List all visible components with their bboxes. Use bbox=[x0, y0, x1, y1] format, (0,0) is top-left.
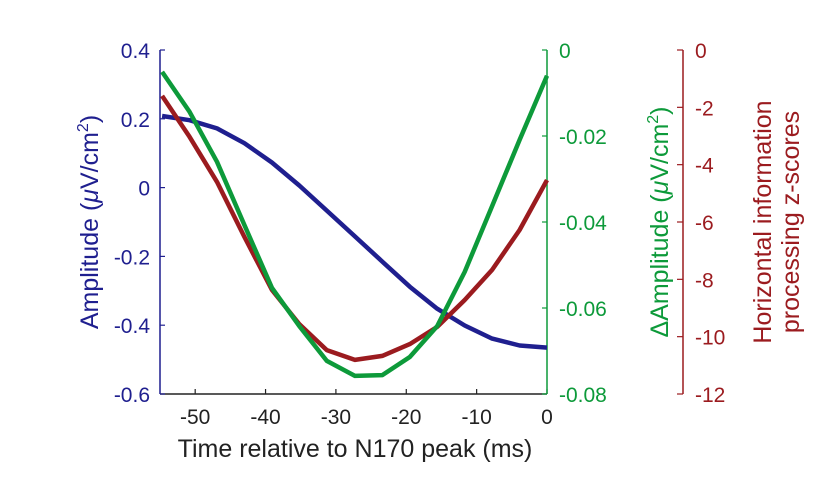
right2-tick-label: 0 bbox=[695, 40, 707, 63]
right1-axis-label-suffix: ) bbox=[646, 106, 674, 114]
right1-axis-label-prefix: ΔAmplitude ( bbox=[646, 194, 674, 338]
x-tick-label: -40 bbox=[250, 406, 280, 429]
right1-tick-label: -0.06 bbox=[559, 298, 607, 321]
right2-tick-label: -2 bbox=[695, 97, 714, 120]
x-axis-label: Time relative to N170 peak (ms) bbox=[178, 435, 533, 463]
left-axis-label-prefix: Amplitude ( bbox=[76, 202, 104, 329]
delta-amplitude-line bbox=[160, 70, 550, 379]
left-axis-label: Amplitude (μV/cm2) bbox=[75, 115, 104, 329]
left-tick-label: 0.2 bbox=[121, 109, 150, 132]
x-tick-label: -10 bbox=[461, 406, 491, 429]
right2-tick-label: -12 bbox=[695, 384, 725, 407]
right1-tick-label: 0 bbox=[559, 40, 571, 63]
right1-tick-label: -0.02 bbox=[559, 126, 607, 149]
right2-tick-label: -10 bbox=[695, 327, 725, 350]
right2-axis-label-line1: Horizontal information bbox=[749, 100, 777, 343]
x-tick-label: -30 bbox=[321, 406, 351, 429]
left-axis-label-sup: 2 bbox=[75, 123, 92, 132]
right2-tick-label: -8 bbox=[695, 269, 714, 292]
right1-axis-label-mu: μ bbox=[646, 180, 674, 195]
right1-axis-label-sup: 2 bbox=[645, 115, 662, 124]
left-axis-label-suffix: ) bbox=[76, 115, 104, 123]
z-score-line bbox=[160, 94, 549, 363]
right1-tick-label: -0.04 bbox=[559, 212, 607, 235]
right1-axis-label: ΔAmplitude (μV/cm2) bbox=[645, 106, 674, 337]
left-tick-label: 0 bbox=[138, 178, 150, 201]
x-tick-label: 0 bbox=[541, 406, 553, 429]
right1-axis-label-unit: V/cm bbox=[646, 124, 674, 181]
left-tick-label: 0.4 bbox=[121, 40, 151, 63]
right2-tick-label: -4 bbox=[695, 155, 714, 178]
amplitude-line bbox=[161, 113, 548, 350]
left-tick-label: -0.4 bbox=[114, 315, 151, 338]
left-tick-label: -0.2 bbox=[114, 246, 150, 269]
x-tick-label: -50 bbox=[180, 406, 210, 429]
right2-tick-label: -6 bbox=[695, 212, 714, 235]
x-tick-label: -20 bbox=[391, 406, 421, 429]
left-axis-label-unit: V/cm bbox=[76, 132, 104, 189]
right1-tick-label: -0.08 bbox=[559, 384, 607, 407]
right2-axis-label-line2: processing z-scores bbox=[777, 111, 805, 333]
left-tick-label: -0.6 bbox=[114, 384, 150, 407]
left-axis-label-mu: μ bbox=[76, 189, 104, 204]
